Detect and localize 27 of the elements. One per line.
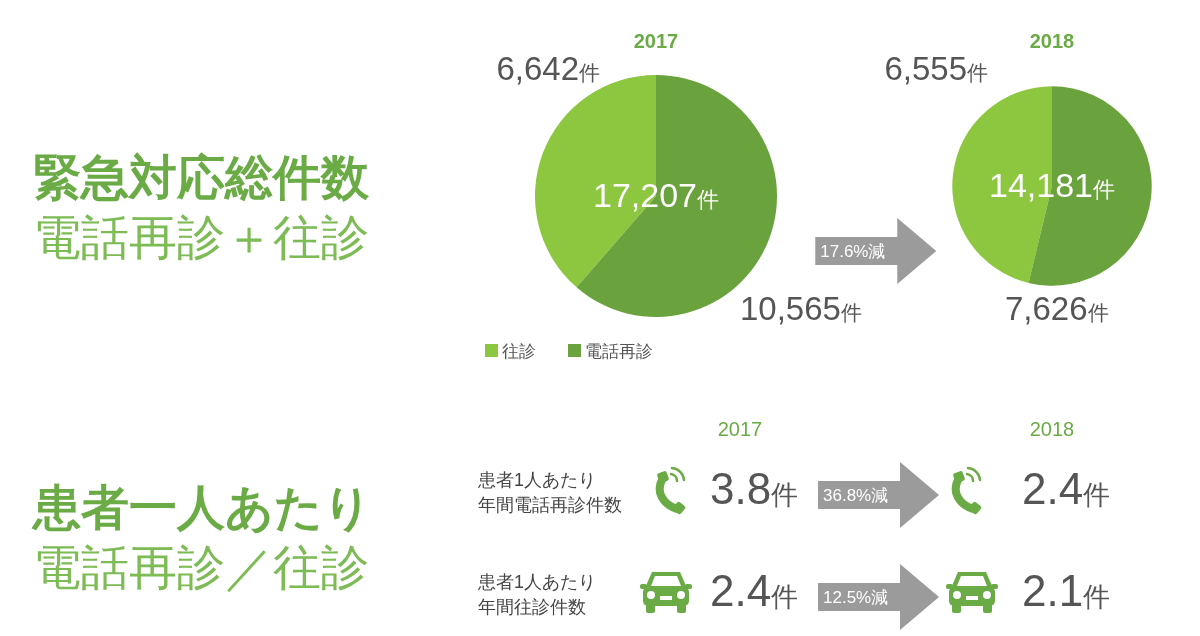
legend-label: 電話再診 [585, 342, 653, 361]
text: 緊急対応総件数 [33, 151, 370, 204]
text: 17,207件 [593, 176, 719, 214]
text: 12.5%減 [823, 588, 889, 607]
text: 2018 [1029, 418, 1075, 440]
legend-label: 往診 [502, 342, 536, 361]
text: 36.8%減 [823, 486, 889, 505]
text: 患者1人あたり [477, 572, 597, 592]
chart-title: 2018 [1029, 30, 1075, 52]
text: 17.6%減 [820, 242, 886, 261]
text: 3.8件 [710, 464, 799, 513]
data-label: 7,626件 [1005, 290, 1109, 327]
text: 電話再診／往診 [33, 541, 369, 594]
data-label: 10,565件 [740, 290, 862, 327]
text: 患者一人あたり [31, 481, 372, 534]
text: 患者1人あたり [477, 470, 597, 490]
text: 14,181件 [989, 166, 1115, 204]
text: 年間電話再診件数 [478, 495, 622, 515]
text: 2.1件 [1022, 566, 1111, 615]
text: 電話再診＋往診 [33, 211, 369, 264]
data-label: 6,555件 [884, 50, 988, 87]
text: 2017 [717, 418, 763, 440]
chart-title: 2017 [633, 30, 679, 52]
data-label: 6,642件 [496, 50, 600, 87]
text: 2.4件 [710, 566, 799, 615]
text: 年間往診件数 [478, 597, 586, 617]
text: 2.4件 [1022, 464, 1111, 513]
